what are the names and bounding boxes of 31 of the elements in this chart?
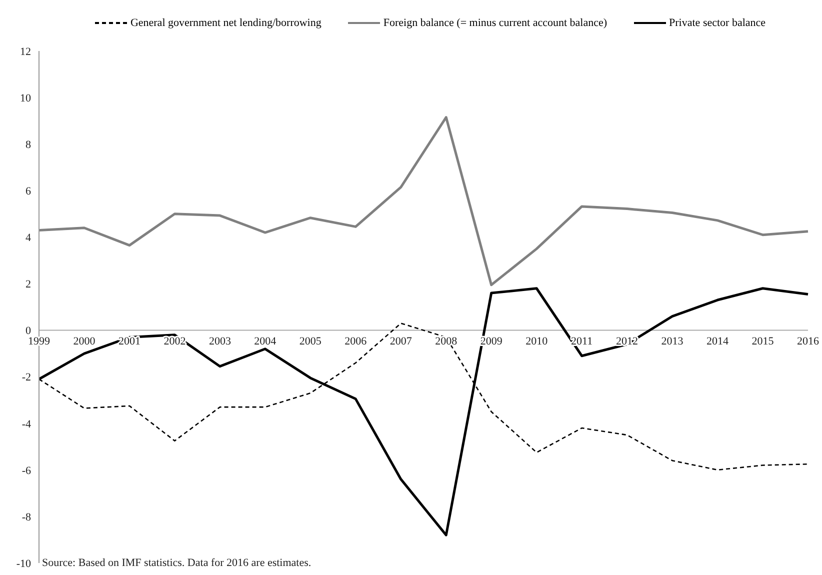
x-tick-label: 2003 bbox=[208, 335, 232, 348]
legend-label: Foreign balance (= minus current account balance) bbox=[383, 17, 608, 29]
y-tick-label: 4 bbox=[26, 232, 32, 244]
legend-label: Private sector balance bbox=[669, 17, 766, 29]
y-tick-label: -8 bbox=[22, 511, 32, 524]
x-tick-label: 2016 bbox=[797, 335, 820, 348]
y-tick-label: -2 bbox=[22, 372, 31, 384]
y-tick-label: 2 bbox=[26, 278, 31, 291]
y-tick-label: -4 bbox=[22, 418, 32, 430]
y-tick-label: 10 bbox=[20, 92, 32, 104]
y-tick-label: 12 bbox=[20, 46, 31, 58]
x-tick-label: 2010 bbox=[526, 335, 548, 348]
y-tick-label: -6 bbox=[22, 464, 32, 477]
x-tick-label: 2013 bbox=[661, 335, 684, 348]
x-tick-label: 2005 bbox=[299, 335, 322, 348]
x-tick-label: 2014 bbox=[706, 335, 730, 348]
x-tick-label: 2015 bbox=[752, 335, 774, 348]
line-series bbox=[38, 116, 810, 286]
y-tick-label: 6 bbox=[26, 186, 32, 198]
y-tick-label: 0 bbox=[26, 325, 32, 338]
y-tick-label: -10 bbox=[16, 558, 32, 570]
y-tick-label: 8 bbox=[26, 138, 32, 151]
x-tick-label: 2006 bbox=[344, 335, 368, 348]
x-tick-label: 2001 bbox=[118, 335, 140, 348]
x-tick-label: 1999 bbox=[28, 335, 50, 348]
x-tick-label: 2008 bbox=[435, 335, 458, 348]
legend-label: General government net lending/borrowing bbox=[130, 17, 322, 29]
annotation: Source: Based on IMF statistics. Data for 2016 are estimates. bbox=[42, 557, 312, 569]
x-tick-label: 2000 bbox=[73, 335, 96, 348]
x-tick-label: 2007 bbox=[390, 335, 412, 348]
x-tick-label: 2004 bbox=[254, 335, 277, 348]
